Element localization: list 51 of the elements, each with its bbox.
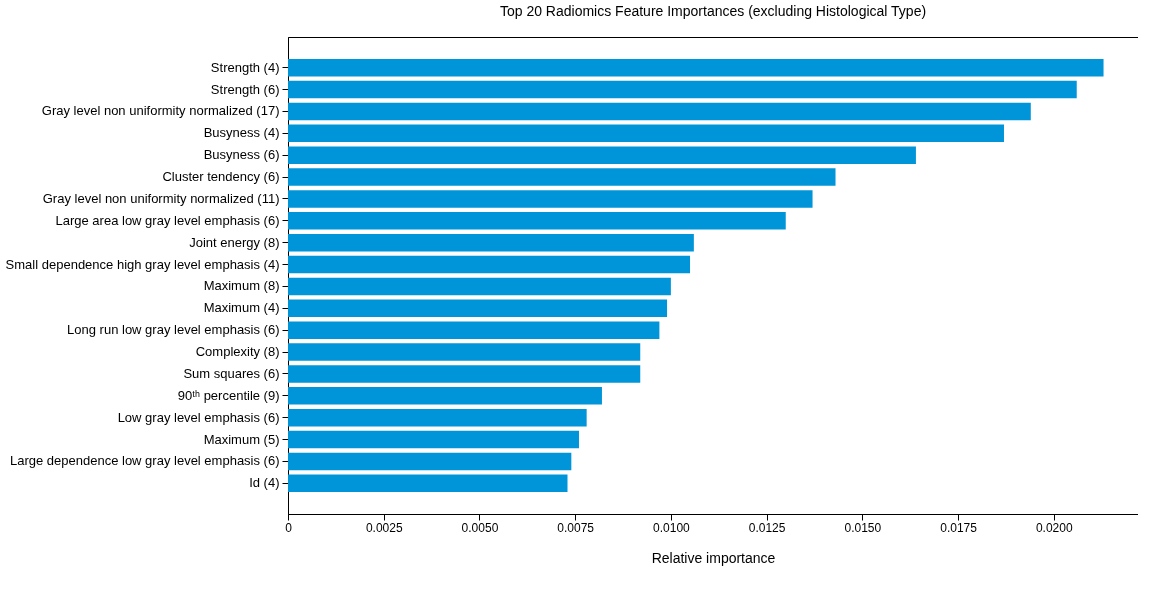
bar xyxy=(288,277,671,296)
bar xyxy=(288,124,1004,143)
y-tick-label: 90ᵗʰ percentile (9) xyxy=(177,387,280,403)
bar xyxy=(288,474,568,493)
y-tick-label: Maximum (8) xyxy=(203,278,280,294)
chart-title: Top 20 Radiomics Feature Importances (excluding Histological Type) xyxy=(499,3,927,19)
y-tick-label: Small dependence high gray level emphasis (4) xyxy=(5,256,280,272)
x-tick-label: 0.0175 xyxy=(940,520,978,535)
x-tick-label: 0.0150 xyxy=(844,520,882,535)
bar xyxy=(288,190,813,208)
y-tick-label: Gray level non uniformity normalized (11) xyxy=(42,190,280,206)
bar xyxy=(288,343,641,361)
bar xyxy=(288,102,1031,121)
bar xyxy=(288,168,836,186)
x-tick-label: 0.0025 xyxy=(365,520,403,535)
x-axis-title: Relative importance xyxy=(651,549,776,566)
bar xyxy=(288,255,691,274)
y-tick-label: Long run low gray level emphasis (6) xyxy=(67,322,280,338)
y-tick-label: Strength (6) xyxy=(210,81,280,97)
y-tick-label: Complexity (8) xyxy=(195,344,280,360)
x-tick-label: 0.0100 xyxy=(653,520,691,535)
bar xyxy=(288,146,916,164)
y-tick-label: Joint energy (8) xyxy=(189,234,280,250)
y-tick-label: Busyness (4) xyxy=(203,125,280,141)
y-tick-label: Large dependence low gray level emphasis (6) xyxy=(9,453,280,469)
x-tick-label: 0.0125 xyxy=(748,520,786,535)
bar xyxy=(288,321,660,339)
y-tick-label: Maximum (5) xyxy=(203,431,280,447)
bar xyxy=(288,233,694,252)
bar xyxy=(288,212,786,230)
x-tick-label: 0 xyxy=(285,520,293,535)
bar xyxy=(288,430,579,449)
bar xyxy=(288,387,602,405)
bar xyxy=(288,299,668,318)
bar xyxy=(288,408,587,427)
y-tick-label: Low gray level emphasis (6) xyxy=(117,409,280,425)
bar xyxy=(288,80,1077,99)
bar xyxy=(288,365,641,383)
y-tick-label: Id (4) xyxy=(249,475,280,491)
y-tick-label: Cluster tendency (6) xyxy=(162,169,280,185)
y-tick-label: Strength (4) xyxy=(210,59,280,75)
bar xyxy=(288,58,1104,77)
y-tick-label: Gray level non uniformity normalized (17) xyxy=(41,103,280,119)
y-tick-label: Busyness (6) xyxy=(203,147,280,163)
y-tick-label: Large area low gray level emphasis (6) xyxy=(55,212,280,228)
x-tick-label: 0.0075 xyxy=(557,520,595,535)
y-tick-label: Sum squares (6) xyxy=(183,365,280,381)
x-tick-label: 0.0200 xyxy=(1035,520,1073,535)
bar xyxy=(288,452,572,471)
x-tick-label: 0.0050 xyxy=(461,520,499,535)
y-tick-label: Maximum (4) xyxy=(203,300,280,316)
